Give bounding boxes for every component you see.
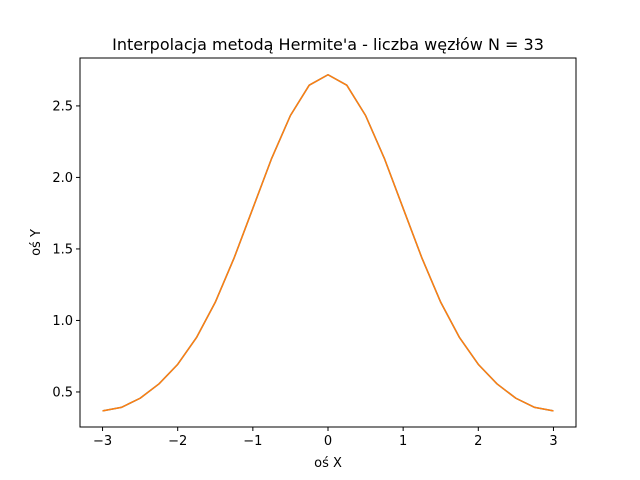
y-axis: 0.5 1.0 1.5 2.0 2.5 (52, 99, 80, 400)
y-tick-label: 2.5 (52, 99, 73, 114)
y-tick-label: 1.0 (52, 314, 73, 329)
plot-area: −3 −2 −1 0 1 2 3 0.5 1.0 1.5 2.0 2.5 (52, 57, 577, 449)
x-tick-label: 3 (549, 434, 557, 449)
y-tick-label: 2.0 (52, 171, 73, 186)
x-tick-label: −1 (243, 434, 262, 449)
y-tick-label: 0.5 (52, 385, 73, 400)
x-axis: −3 −2 −1 0 1 2 3 (93, 427, 558, 449)
series-layer (102, 73, 554, 412)
chart-title: Interpolacja metodą Hermite'a - liczba w… (112, 35, 544, 54)
y-axis-label: oś Y (29, 229, 44, 256)
x-tick-label: 2 (474, 434, 482, 449)
x-tick-label: 0 (324, 434, 332, 449)
axes-frame (79, 57, 577, 428)
y-tick-label: 1.5 (52, 242, 73, 257)
x-tick-label: 1 (399, 434, 407, 449)
x-tick-label: −3 (93, 434, 112, 449)
x-axis-label: oś X (314, 456, 342, 471)
series-line-2 (102, 73, 554, 412)
x-tick-label: −2 (168, 434, 187, 449)
